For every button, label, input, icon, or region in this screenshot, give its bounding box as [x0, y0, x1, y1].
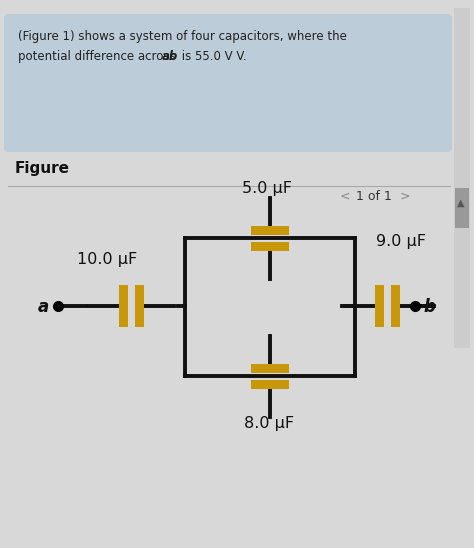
- Text: a: a: [38, 298, 49, 316]
- Text: >: >: [400, 190, 410, 203]
- Bar: [392, 285, 401, 327]
- Text: 9.0 μF: 9.0 μF: [376, 234, 426, 249]
- FancyBboxPatch shape: [4, 14, 452, 152]
- Text: 8.0 μF: 8.0 μF: [244, 416, 294, 431]
- Text: b: b: [423, 298, 435, 316]
- Bar: [454, 8, 470, 348]
- Text: 5.0 μF: 5.0 μF: [242, 181, 292, 196]
- Text: potential difference across: potential difference across: [18, 50, 179, 63]
- Bar: [251, 363, 289, 373]
- Bar: [136, 285, 145, 327]
- Text: 1 of 1: 1 of 1: [356, 190, 392, 203]
- Text: Figure: Figure: [15, 161, 70, 176]
- Bar: [455, 188, 469, 228]
- Bar: [251, 242, 289, 250]
- Text: 10.0 μF: 10.0 μF: [77, 252, 137, 267]
- Bar: [251, 225, 289, 235]
- Text: <: <: [340, 190, 350, 203]
- Text: ab: ab: [162, 50, 178, 63]
- Text: ▲: ▲: [457, 198, 465, 208]
- Text: (Figure 1) shows a system of four capacitors, where the: (Figure 1) shows a system of four capaci…: [18, 30, 347, 43]
- Bar: [251, 380, 289, 389]
- Text: is 55.0 V V.: is 55.0 V V.: [178, 50, 246, 63]
- Bar: [119, 285, 128, 327]
- Bar: [375, 285, 384, 327]
